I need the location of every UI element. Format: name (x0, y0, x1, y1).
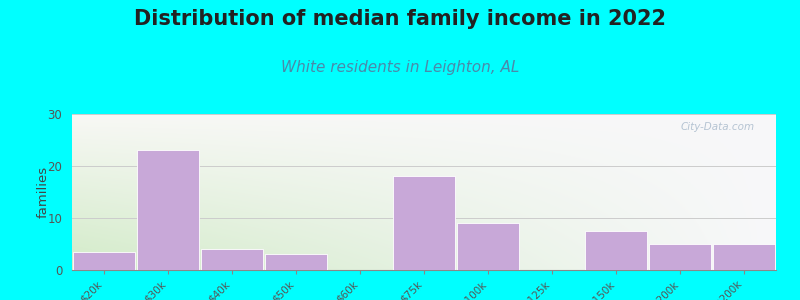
Bar (393, 176, 455, 270)
Y-axis label: families: families (37, 166, 50, 218)
Bar (649, 244, 711, 270)
Bar (457, 223, 519, 270)
Text: White residents in Leighton, AL: White residents in Leighton, AL (281, 60, 519, 75)
Bar (265, 254, 327, 270)
Text: Distribution of median family income in 2022: Distribution of median family income in … (134, 9, 666, 29)
Bar (137, 150, 199, 270)
Bar (73, 252, 135, 270)
Bar (713, 244, 775, 270)
Bar (201, 249, 263, 270)
Bar (585, 231, 647, 270)
Text: City-Data.com: City-Data.com (681, 122, 755, 132)
